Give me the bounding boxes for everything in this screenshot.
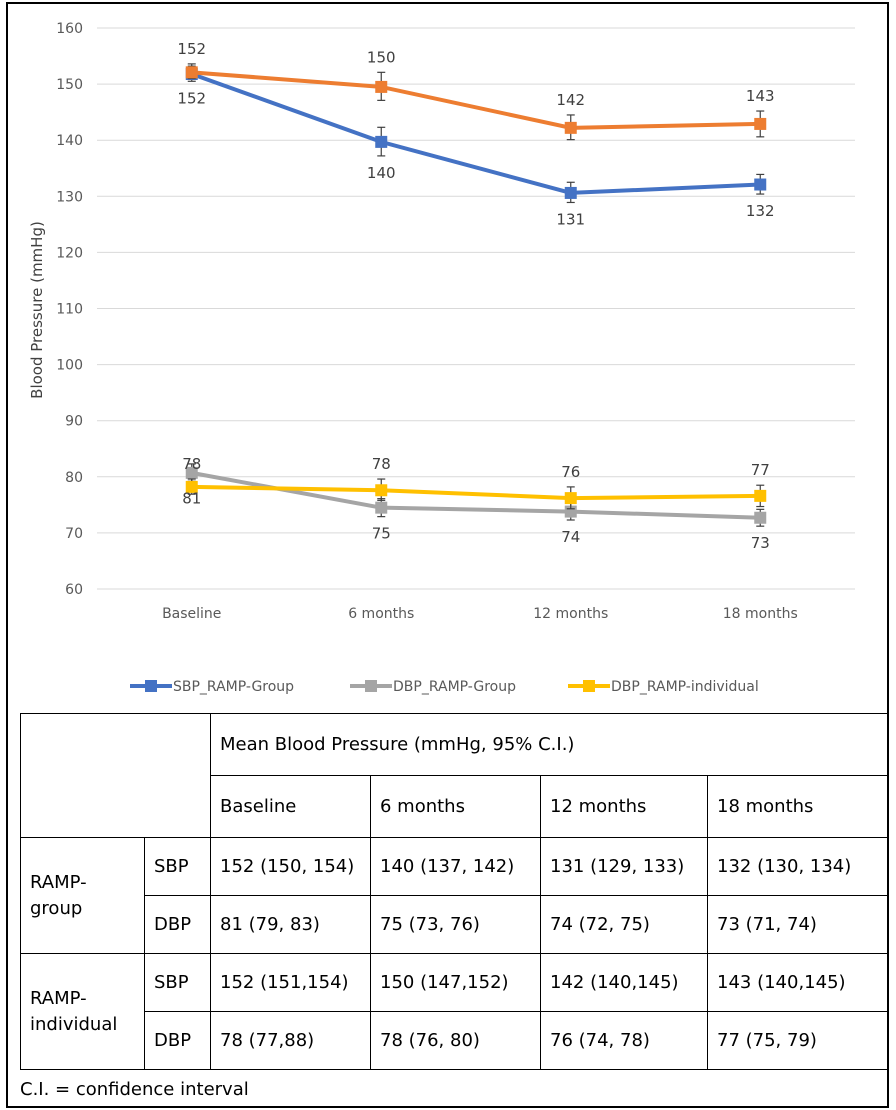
- col-header-6-months: 6 months: [370, 775, 541, 838]
- table-cell: 142 (140,145): [540, 953, 708, 1012]
- table-cell: 81 (79, 83): [210, 895, 371, 954]
- data-point: [754, 178, 767, 191]
- data-label: 142: [556, 91, 585, 109]
- series-line: [191, 484, 761, 501]
- data-label: 78: [372, 455, 391, 473]
- table-cell: 78 (77,88): [210, 1011, 371, 1070]
- x-tick-label: 6 months: [348, 606, 414, 622]
- data-point: [375, 80, 388, 93]
- table-row: RAMP-individual SBP 152 (151,154) 150 (1…: [20, 953, 889, 1070]
- y-tick-label: 60: [65, 582, 83, 598]
- data-point: [185, 66, 198, 79]
- data-point: [754, 489, 767, 502]
- group-label-ramp-individual: RAMP-individual: [20, 953, 145, 1070]
- legend-entry: SBP_RAMP-Group: [173, 679, 294, 695]
- data-label: 75: [372, 525, 391, 543]
- legend-entry: DBP_RAMP-Group: [393, 679, 516, 695]
- y-tick-label: 160: [56, 21, 83, 37]
- legend-entry: DBP_RAMP-individual: [611, 679, 759, 695]
- grid-lines: [97, 27, 855, 590]
- table-cell: 140 (137, 142): [370, 837, 541, 896]
- col-header-18-months: 18 months: [707, 775, 889, 838]
- data-label: 77: [751, 461, 770, 479]
- table-cell: 76 (74, 78): [540, 1011, 708, 1070]
- data-point: [185, 480, 198, 493]
- data-point: [564, 492, 577, 505]
- x-tick-label: 12 months: [533, 606, 608, 622]
- table-cell: 73 (71, 74): [707, 895, 889, 954]
- data-label: 150: [367, 48, 396, 66]
- y-tick-label: 80: [65, 470, 83, 486]
- measure-label: SBP: [144, 953, 211, 1012]
- table-row: DBP 78 (77,88) 78 (76, 80) 76 (74, 78) 7…: [21, 1011, 889, 1070]
- table-corner-cell: [20, 713, 211, 838]
- data-label: 81: [182, 489, 201, 507]
- table-cell: 152 (150, 154): [210, 837, 371, 896]
- data-label: 152: [177, 40, 206, 58]
- table-header-title: Mean Blood Pressure (mmHg, 95% C.I.): [210, 713, 889, 776]
- data-labels: 152 140 131 132 152 150 142 143 81 75 74 73 78 78 76 77: [177, 40, 774, 552]
- y-axis-label: Blood Pressure (mmHg): [28, 221, 46, 399]
- data-point: [185, 466, 198, 479]
- y-tick-label: 90: [65, 414, 83, 430]
- y-tick-label: 100: [56, 358, 83, 374]
- data-label: 132: [746, 202, 775, 220]
- legend: SBP_RAMP-Group DBP_RAMP-Group DBP_RAMP-ind…: [130, 679, 759, 695]
- data-label: 143: [746, 87, 775, 105]
- data-point: [754, 511, 767, 524]
- legend-swatch-marker: [145, 680, 157, 692]
- table-cell: 150 (147,152): [370, 953, 541, 1012]
- x-tick-labels: Baseline 6 months 12 months 18 months: [162, 606, 798, 622]
- data-point: [754, 117, 767, 130]
- y-tick-label: 140: [56, 133, 83, 149]
- footnote: C.I. = confidence interval: [20, 1079, 249, 1100]
- data-label: 131: [556, 210, 585, 228]
- legend-swatch-marker: [583, 680, 595, 692]
- data-point: [375, 501, 388, 514]
- x-tick-label: 18 months: [723, 606, 798, 622]
- data-point: [375, 135, 388, 148]
- y-tick-label: 120: [56, 245, 83, 261]
- y-tick-label: 110: [56, 302, 83, 318]
- series-line: [191, 72, 761, 195]
- group-label-ramp-group: RAMP-group: [20, 837, 145, 954]
- line-chart: 60 70 80 90 100 110 120 130 140 150 160 Baseline 6 …: [28, 21, 855, 695]
- legend-swatch-marker: [365, 680, 377, 692]
- data-label: 76: [561, 463, 580, 481]
- table-cell: 143 (140,145): [707, 953, 889, 1012]
- y-tick-labels: 60 70 80 90 100 110 120 130 140 150 160: [56, 21, 83, 598]
- y-tick-label: 130: [56, 189, 83, 205]
- table-cell: 74 (72, 75): [540, 895, 708, 954]
- data-point: [564, 186, 577, 199]
- data-point: [375, 484, 388, 497]
- data-label: 140: [367, 164, 396, 182]
- table-cell: 77 (75, 79): [707, 1011, 889, 1070]
- series-lines: [185, 63, 767, 527]
- table-cell: 132 (130, 134): [707, 837, 889, 896]
- table-cell: 75 (73, 76): [370, 895, 541, 954]
- measure-label: DBP: [144, 895, 211, 954]
- data-label: 73: [751, 534, 770, 552]
- col-header-12-months: 12 months: [540, 775, 708, 838]
- measure-label: SBP: [144, 837, 211, 896]
- series-line: [191, 70, 761, 130]
- y-tick-label: 70: [65, 526, 83, 542]
- x-tick-label: Baseline: [162, 606, 221, 622]
- data-label: 78: [182, 455, 201, 473]
- measure-label: DBP: [144, 1011, 211, 1070]
- table-cell: 152 (151,154): [210, 953, 371, 1012]
- table-row: RAMP-group SBP 152 (150, 154) 140 (137, …: [20, 837, 889, 954]
- blood-pressure-table: Mean Blood Pressure (mmHg, 95% C.I.) Bas…: [20, 713, 889, 1070]
- y-tick-label: 150: [56, 77, 83, 93]
- col-header-baseline: Baseline: [210, 775, 371, 838]
- table-row: DBP 81 (79, 83) 75 (73, 76) 74 (72, 75) …: [21, 895, 889, 954]
- table-cell: 131 (129, 133): [540, 837, 708, 896]
- data-label: 74: [561, 528, 580, 546]
- data-label: 152: [177, 89, 206, 107]
- data-point: [564, 121, 577, 134]
- table-cell: 78 (76, 80): [370, 1011, 541, 1070]
